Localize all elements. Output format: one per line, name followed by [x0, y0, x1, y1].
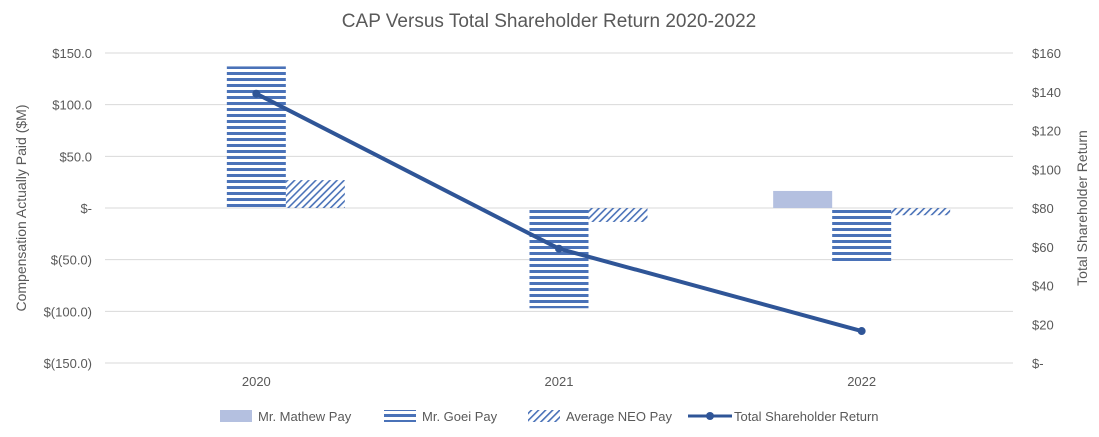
y-axis-label: Compensation Actually Paid ($M) [13, 105, 29, 312]
y2-tick-label: $120 [1032, 124, 1061, 139]
y2-tick-label: $20 [1032, 317, 1054, 332]
y-tick-label: $100.0 [52, 98, 92, 113]
legend-label: Average NEO Pay [566, 409, 672, 424]
y-tick-label: $- [80, 201, 92, 216]
y2-axis-label: Total Shareholder Return [1074, 130, 1090, 286]
y2-tick-label: $60 [1032, 240, 1054, 255]
bar-mr-goei-pay [529, 208, 589, 309]
bar-mr-mathew-pay [773, 190, 833, 208]
bar-mr-goei-pay [832, 208, 892, 263]
tsr-point [252, 89, 261, 98]
y2-tick-label: $160 [1032, 46, 1061, 61]
bar-average-neo-pay [285, 180, 345, 208]
y2-tick-label: $- [1032, 356, 1044, 371]
y-tick-label: $150.0 [52, 46, 92, 61]
y-tick-label: $(50.0) [51, 253, 92, 268]
bar-average-neo-pay [891, 208, 951, 216]
y-tick-label: $(150.0) [44, 356, 92, 371]
tsr-point [857, 327, 866, 336]
legend-label: Mr. Mathew Pay [258, 409, 352, 424]
legend-swatch [528, 410, 560, 422]
x-tick-label: 2020 [242, 374, 271, 389]
y2-tick-label: $40 [1032, 279, 1054, 294]
legend-swatch [220, 410, 252, 422]
x-tick-label: 2021 [545, 374, 574, 389]
chart-title: CAP Versus Total Shareholder Return 2020… [342, 11, 756, 32]
y2-tick-label: $140 [1032, 85, 1061, 100]
bar-average-neo-pay [588, 208, 648, 222]
tsr-point [555, 244, 563, 253]
legend-label: Mr. Goei Pay [422, 409, 498, 424]
y2-tick-label: $100 [1032, 162, 1061, 177]
legend-swatch [384, 410, 416, 422]
x-tick-label: 2022 [847, 374, 876, 389]
y-tick-label: $50.0 [59, 149, 92, 164]
legend-marker [706, 412, 714, 420]
y2-tick-label: $80 [1032, 201, 1054, 216]
bar-mr-goei-pay [226, 66, 286, 208]
y-tick-label: $(100.0) [44, 304, 92, 319]
legend-label: Total Shareholder Return [734, 409, 879, 424]
